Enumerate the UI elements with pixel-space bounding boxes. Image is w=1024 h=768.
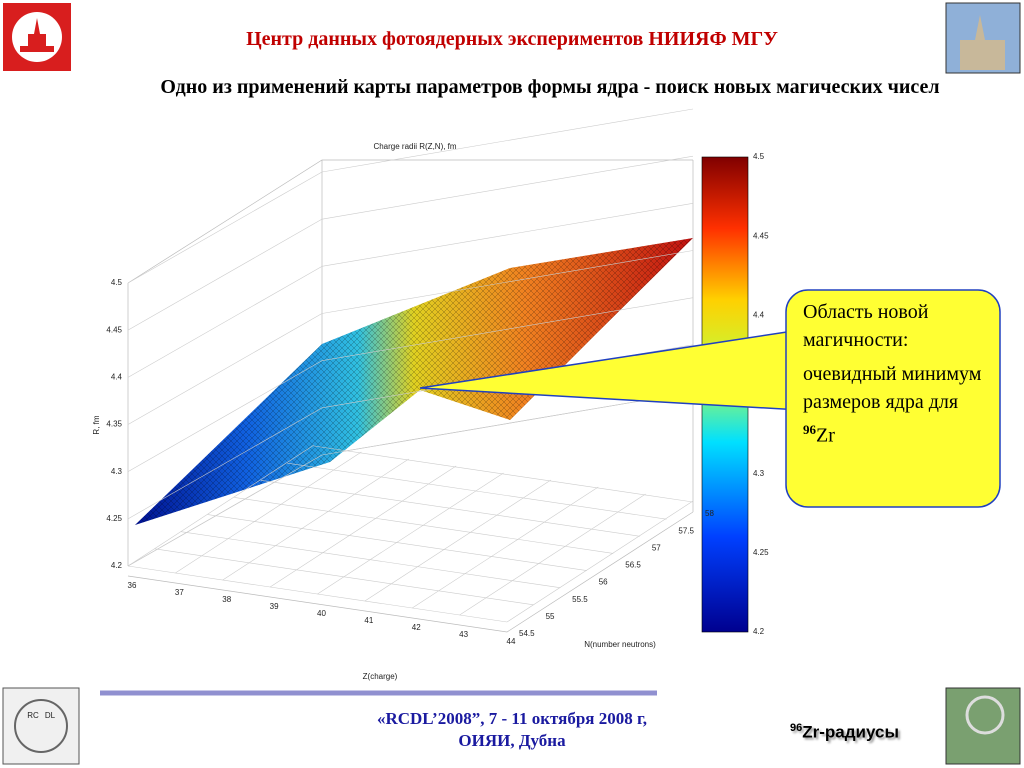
z-tick-label: 37	[175, 588, 184, 597]
footer-text: «RCDL’2008”, 7 - 11 октября 2008 г, ОИЯИ…	[300, 708, 724, 752]
n-tick-label: 56.5	[625, 561, 641, 570]
n-tick-label: 55.5	[572, 595, 588, 604]
footer-line2: ОИЯИ, Дубна	[458, 731, 566, 750]
grid-line	[269, 465, 457, 588]
colorbar-tick-label: 4.3	[753, 469, 765, 478]
grid-line	[127, 266, 323, 378]
z-tick-label: 38	[222, 595, 231, 604]
badge-text: Zr-радиусы	[802, 722, 899, 742]
y-tick-label: 4.2	[111, 561, 123, 570]
z-tick-label: 41	[364, 616, 373, 625]
grid-line	[260, 479, 640, 537]
z-tick-label: 36	[128, 581, 137, 590]
callout-body: очевидный минимум размеров ядра для 96Zr	[803, 360, 988, 450]
colorbar-tick-label: 4.4	[753, 310, 765, 319]
grid-line	[321, 297, 694, 361]
grid-line	[234, 497, 614, 554]
badge: 96Zr-радиусы	[790, 722, 899, 743]
colorbar-tick-label: 4.25	[753, 548, 769, 557]
tick-group: 4.24.254.34.354.44.454.53637383940414243…	[106, 108, 769, 646]
grid-line	[127, 407, 323, 520]
grid-line	[321, 250, 694, 314]
grid-line	[154, 548, 534, 606]
n-tick-label: 58	[705, 509, 714, 518]
n-tick-label: 57	[652, 543, 661, 552]
grid-line	[412, 486, 599, 609]
grid-line	[127, 454, 323, 567]
grid-line	[459, 493, 646, 616]
n-axis-label: N(number neutrons)	[584, 640, 656, 649]
n-tick-label: 54.5	[519, 629, 535, 638]
y-tick-label: 4.45	[106, 325, 122, 334]
z-tick-label: 40	[317, 609, 326, 618]
surface-mesh	[135, 238, 693, 525]
y-tick-label: 4.3	[111, 467, 123, 476]
z-tick-label: 44	[507, 637, 516, 646]
photo-jinr-sign	[965, 695, 1005, 735]
logo-rcdl-a: RC	[27, 711, 39, 720]
callout-main: очевидный минимум размеров ядра для	[803, 363, 982, 413]
grid-line	[127, 444, 315, 567]
logo-building	[20, 18, 54, 52]
n-tick-label: 57.5	[678, 526, 694, 535]
y-axis-label: R, fm	[92, 415, 101, 434]
colorbar-tick-label: 4.45	[753, 231, 769, 240]
grid-line	[222, 458, 409, 581]
grid-line	[321, 155, 694, 220]
badge-mass: 96	[790, 722, 803, 734]
grid-line	[313, 445, 694, 503]
logo-rcdl-b: DL	[45, 711, 56, 720]
grid-line	[127, 565, 508, 623]
x-axis-label: Z(charge)	[363, 672, 398, 681]
colorbar-tick-label: 4.5	[753, 152, 765, 161]
y-tick-label: 4.35	[106, 420, 122, 429]
z-tick-label: 43	[459, 630, 468, 639]
grid-line	[321, 391, 694, 456]
grid-line	[321, 203, 694, 267]
y-tick-label: 4.5	[111, 278, 123, 287]
z-tick-label: 39	[270, 602, 279, 611]
grid-line	[317, 472, 504, 595]
colorbar-tick-label: 4.2	[753, 627, 765, 636]
grid-line	[181, 531, 561, 589]
grid-line	[175, 451, 362, 574]
header-subtitle: Одно из применений карты параметров форм…	[160, 76, 940, 98]
grid-line	[321, 108, 694, 173]
y-tick-label: 4.25	[106, 514, 122, 523]
callout-box	[785, 289, 1001, 508]
photo-building	[960, 15, 1005, 70]
logo-rcdl-ring	[14, 699, 68, 753]
photo-jinr	[945, 687, 1021, 765]
n-tick-label: 56	[599, 578, 608, 587]
grid-line	[287, 462, 667, 520]
grid-line	[207, 514, 587, 571]
header-title: Центр данных фотоядерных экспериментов Н…	[246, 28, 778, 50]
grid-line	[127, 218, 323, 331]
callout-heading: Область новой магичности:	[803, 301, 929, 351]
footer-line1: «RCDL’2008”, 7 - 11 октября 2008 г,	[376, 709, 648, 728]
grid-line	[364, 479, 552, 602]
grid-line	[127, 360, 323, 472]
callout-mass: 96	[803, 422, 816, 437]
grid-line	[127, 171, 323, 284]
callout-element: Zr	[816, 424, 835, 447]
callout-text: Область новой магичности: очевидный мини…	[803, 298, 988, 450]
z-tick-label: 42	[412, 623, 421, 632]
chart-title: Charge radii R(Z,N), fm	[373, 142, 456, 151]
y-tick-label: 4.4	[111, 372, 123, 381]
grid-line	[127, 313, 323, 425]
grid-line	[506, 500, 694, 623]
n-tick-label: 55	[546, 612, 555, 621]
